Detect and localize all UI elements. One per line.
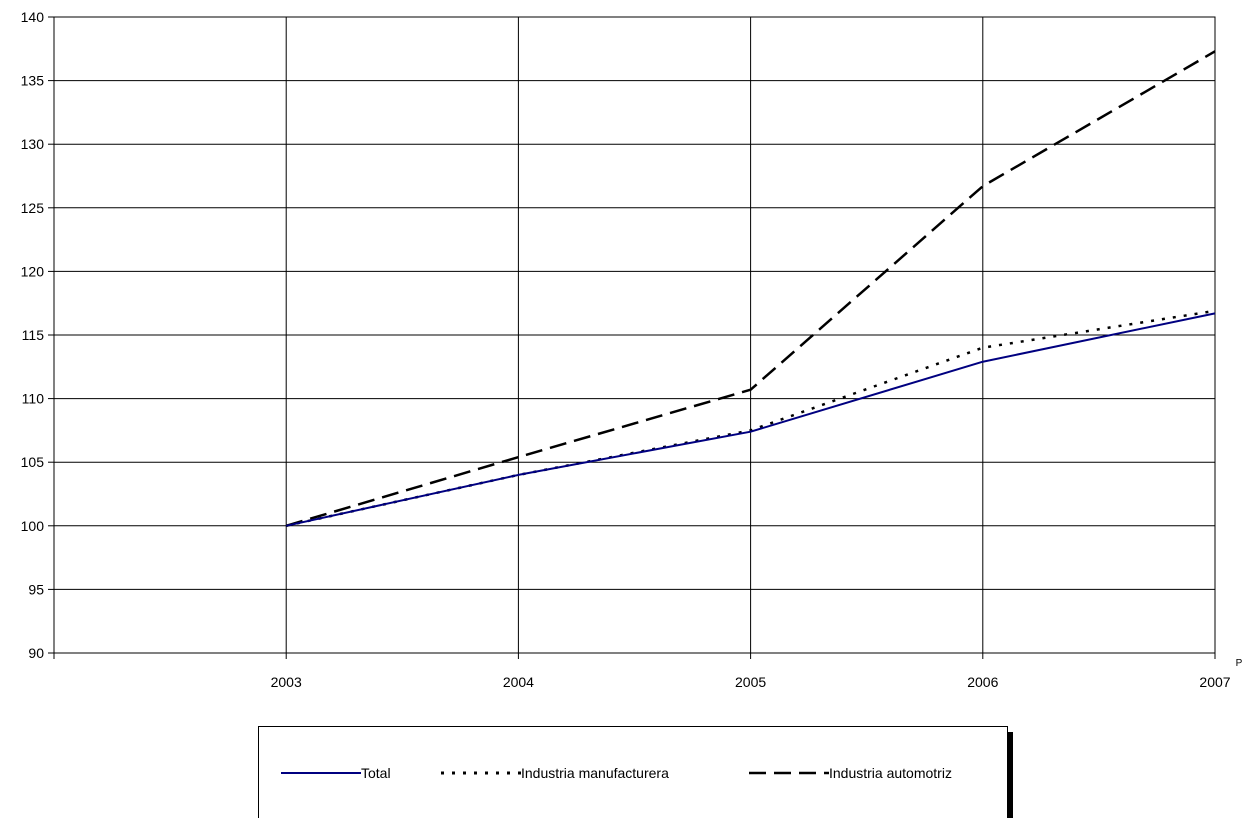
series-lines	[285, 50, 1216, 528]
axes	[48, 16, 1216, 659]
y-tick-label-90: 90	[28, 645, 44, 661]
y-tick-label-95: 95	[28, 581, 44, 597]
legend: Total Industria manufacturera Industria …	[258, 726, 1008, 818]
legend-swatch-total	[281, 772, 361, 774]
x-tick-suffix-2007: P	[1236, 658, 1243, 669]
x-axis-tick-labels: 2003 2004 2005 2006 2007 P	[271, 658, 1243, 690]
x-tick-label-2005: 2005	[735, 674, 766, 690]
legend-swatch-industria-manufacturera	[441, 771, 521, 775]
x-tick-label-2003: 2003	[271, 674, 302, 690]
y-tick-label-105: 105	[21, 454, 45, 470]
legend-item-industria-automotriz: Industria automotriz	[749, 763, 952, 783]
legend-swatch-industria-automotriz	[749, 771, 829, 775]
legend-shadow	[1008, 732, 1013, 818]
series-line-industria-automotriz	[285, 50, 1216, 527]
y-tick-label-100: 100	[21, 518, 45, 534]
y-tick-label-130: 130	[21, 136, 45, 152]
x-tick-label-2004: 2004	[503, 674, 534, 690]
y-tick-label-115: 115	[22, 327, 45, 343]
legend-label-industria-manufacturera: Industria manufacturera	[521, 765, 669, 781]
y-tick-label-140: 140	[21, 9, 45, 25]
y-tick-label-135: 135	[21, 73, 45, 89]
y-axis-tick-labels: 90 95 100 105 110 115 120 125 130 135 140	[21, 9, 45, 661]
y-tick-label-125: 125	[21, 200, 45, 216]
y-tick-label-110: 110	[22, 391, 45, 407]
grid-lines	[54, 16, 1216, 653]
plot-area-border	[53, 16, 1216, 654]
legend-item-industria-manufacturera: Industria manufacturera	[441, 763, 669, 783]
legend-item-total: Total	[281, 763, 391, 783]
line-chart: 90 95 100 105 110 115 120 125 130 135 140 2003 2004…	[21, 9, 1243, 690]
legend-label-industria-automotriz: Industria automotriz	[829, 765, 952, 781]
series-line-industria-manufacturera	[285, 309, 1216, 528]
legend-label-total: Total	[361, 765, 391, 781]
y-tick-label-120: 120	[21, 263, 45, 279]
x-tick-label-2006: 2006	[967, 674, 998, 690]
x-tick-label-2007: 2007	[1199, 674, 1230, 690]
series-line-total	[285, 312, 1216, 527]
